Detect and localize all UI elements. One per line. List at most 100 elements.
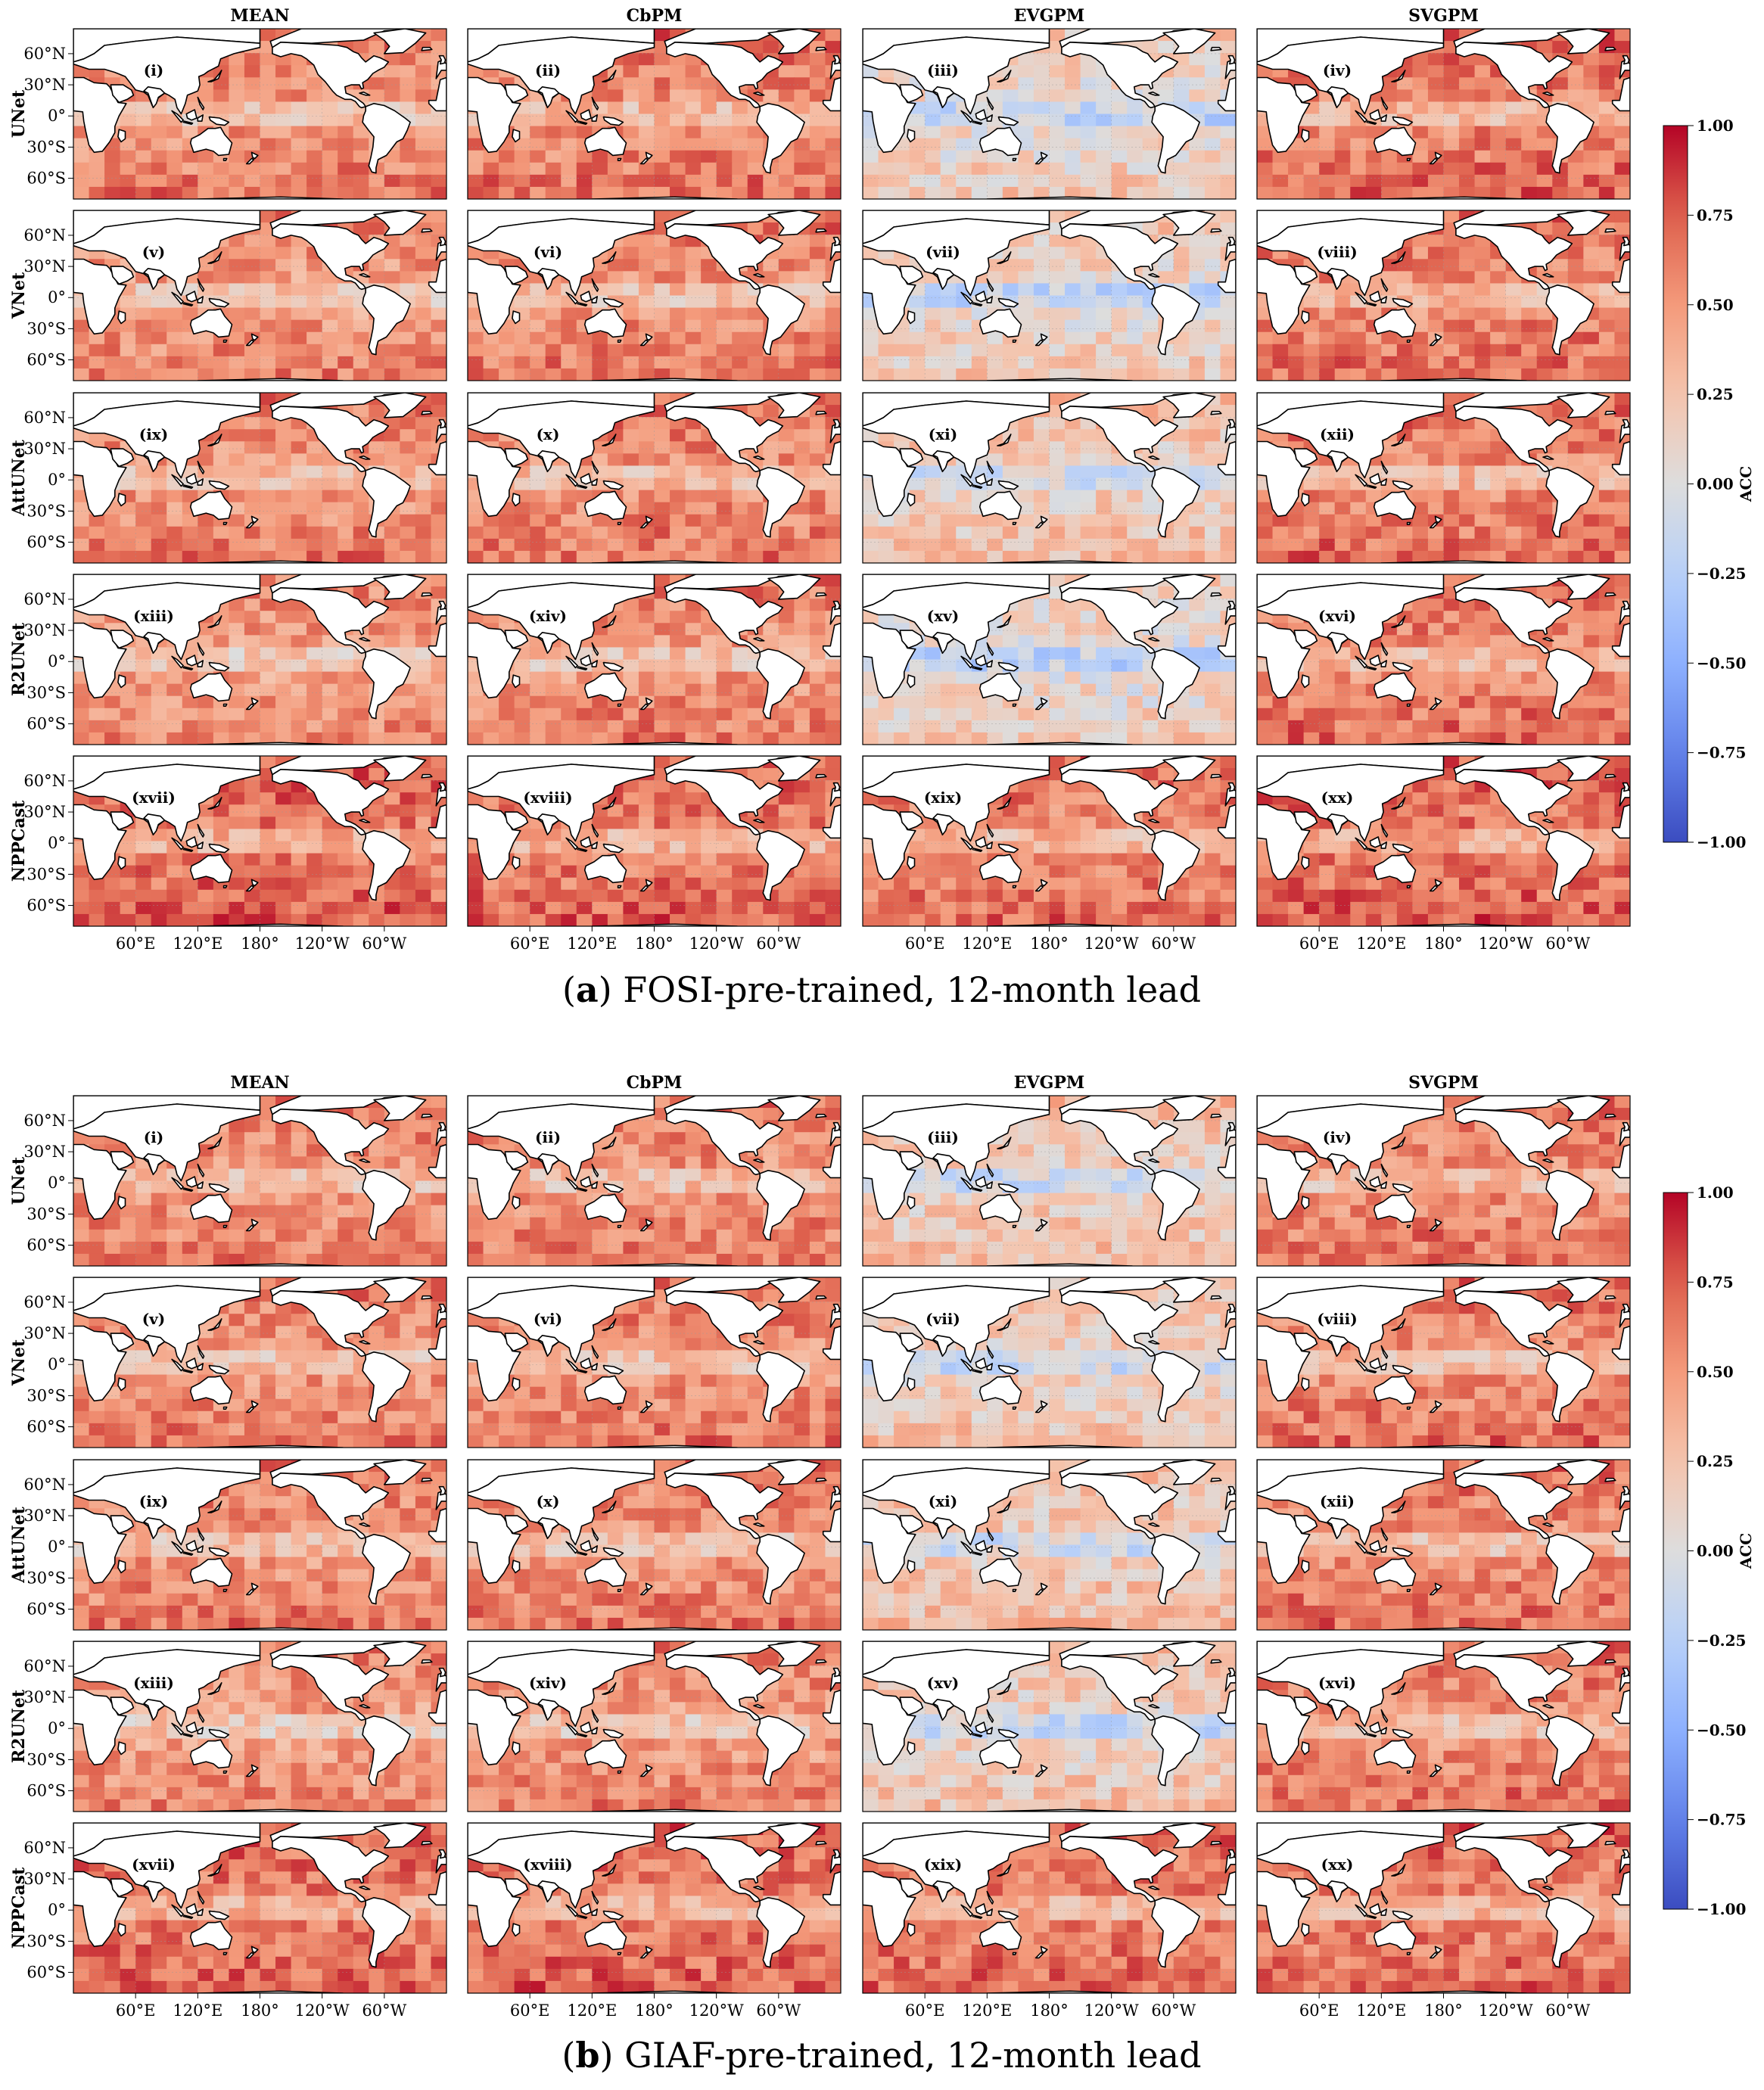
land-mass [832, 1485, 841, 1496]
land-mass [272, 1109, 390, 1176]
land-mass [645, 1400, 653, 1408]
land-mass [602, 1364, 624, 1375]
lat-tick-label: 0° [48, 1355, 66, 1373]
land-mass [1162, 1823, 1216, 1849]
land-mass [1622, 54, 1630, 65]
land-mass [1012, 1406, 1017, 1410]
lon-tick-label: 60°E [116, 2001, 156, 2020]
land-mass [207, 1864, 222, 1877]
panel-label: (vii) [926, 1310, 960, 1328]
land-mass [767, 1641, 821, 1667]
land-mass [1293, 1515, 1318, 1535]
land-mass [73, 218, 261, 297]
lon-tick-label: 180° [1030, 935, 1069, 953]
land-mass [1391, 70, 1406, 82]
land-mass [171, 1904, 184, 1917]
land-mass [1611, 1143, 1630, 1179]
land-mass [1391, 797, 1406, 810]
land-mass [1210, 1113, 1222, 1118]
land-mass [1557, 29, 1610, 54]
land-mass [73, 1285, 261, 1364]
land-mass [767, 393, 821, 418]
land-mass [185, 473, 198, 485]
land-mass [421, 773, 433, 779]
land-mass [222, 1952, 228, 1955]
lon-tick-label: 120°E [962, 935, 1012, 953]
land-mass [117, 1560, 126, 1574]
land-mass [512, 1923, 521, 1937]
land-mass [197, 1263, 344, 1266]
land-mass [1391, 1318, 1406, 1331]
land-mass [617, 1588, 622, 1592]
lat-tick-label: 30°S [26, 1205, 66, 1223]
land-mass [1148, 455, 1160, 460]
lat-tick-label: 30°N [23, 440, 66, 458]
row-title: UNet [9, 89, 29, 138]
land-mass [1392, 843, 1414, 854]
row-title: NPPCast [9, 800, 29, 882]
land-mass [863, 1830, 1050, 1909]
land-mass [1257, 1103, 1445, 1182]
land-mass [986, 1990, 1133, 1993]
land-mass [185, 836, 198, 848]
land-mass [373, 1460, 427, 1485]
land-mass [756, 103, 805, 174]
land-mass [591, 1445, 738, 1448]
land-mass [1380, 378, 1527, 381]
land-mass [171, 1722, 184, 1736]
land-mass [512, 310, 521, 325]
figure-a: MEAN CbPM EVGPM SVGPM UNet 60°N 30°N 0° 30°S 60°S… [9, 6, 1755, 1010]
land-mass [1392, 661, 1414, 672]
land-mass [110, 84, 135, 104]
lon-tick-label: 60°W [362, 2001, 406, 2020]
land-mass [899, 1878, 924, 1898]
land-mass [645, 1218, 653, 1227]
land-mass [932, 813, 955, 836]
land-mass [1293, 630, 1318, 649]
lat-tick-label: 60°N [23, 1112, 66, 1130]
land-mass [666, 1473, 784, 1540]
land-mass [591, 1627, 738, 1630]
land-mass [975, 109, 987, 121]
colorbar-tick-label: 0.00 [1697, 1542, 1734, 1560]
land-mass [1355, 291, 1367, 305]
land-mass [438, 1121, 446, 1132]
lat-tick-label: 60°S [26, 533, 66, 552]
lon-tick-label: 120°W [1084, 2001, 1140, 2020]
land-mass [250, 515, 259, 524]
land-mass [1217, 76, 1236, 112]
land-mass [245, 1770, 255, 1777]
land-mass [182, 1733, 194, 1737]
land-mass [756, 284, 805, 356]
land-mass [189, 126, 233, 157]
panel-label: (xx) [1321, 788, 1354, 807]
land-mass [591, 1363, 599, 1370]
land-mass [468, 400, 655, 479]
land-mass [1406, 703, 1411, 708]
land-mass [986, 642, 994, 656]
land-mass [907, 1741, 916, 1756]
land-mass [189, 1375, 233, 1405]
land-mass [863, 1103, 1050, 1182]
lat-tick-label: 60°N [23, 409, 66, 427]
acc-field [73, 1460, 446, 1630]
land-mass [822, 258, 841, 294]
land-mass [580, 655, 592, 667]
acc-field [468, 1277, 841, 1448]
land-mass [753, 636, 765, 642]
land-mass [208, 843, 230, 854]
land-mass [1040, 151, 1048, 160]
land-mass [960, 291, 973, 305]
land-mass [1380, 296, 1387, 303]
land-mass [645, 697, 653, 705]
land-mass [1429, 339, 1439, 347]
land-mass [639, 1770, 649, 1777]
land-mass [591, 1345, 599, 1359]
panel-label: (ii) [535, 1128, 561, 1146]
land-mass [972, 302, 983, 307]
land-mass [591, 114, 599, 122]
land-mass [1327, 1153, 1349, 1176]
land-mass [1429, 703, 1439, 711]
acc-field [468, 210, 841, 381]
land-mass [617, 885, 622, 888]
